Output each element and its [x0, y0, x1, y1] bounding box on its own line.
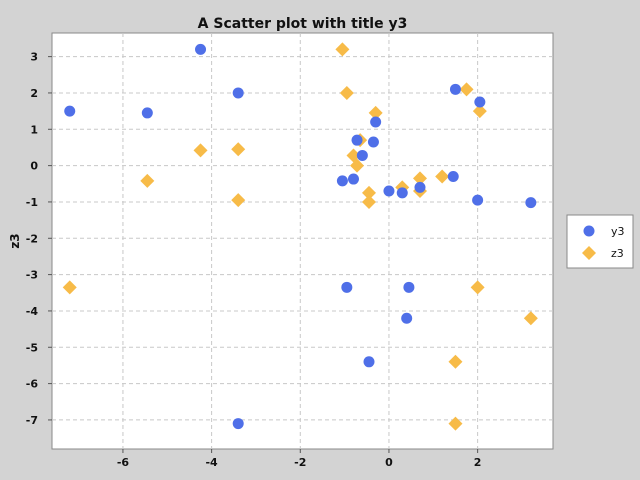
y-tick-label: -6 [26, 378, 39, 391]
y-tick-label: -5 [26, 341, 38, 354]
y-tick-label: -3 [26, 269, 38, 282]
data-point-diamond [193, 143, 208, 158]
data-point-diamond [231, 142, 246, 157]
data-point-circle [401, 312, 413, 324]
data-point-diamond [362, 194, 377, 209]
data-point-circle [347, 173, 359, 185]
data-point-diamond [435, 169, 450, 184]
data-point-diamond [62, 280, 77, 295]
data-point-circle [356, 149, 368, 161]
data-point-diamond [470, 280, 485, 295]
data-point-circle [403, 281, 415, 293]
data-point-circle [232, 87, 244, 99]
data-point-diamond [472, 104, 487, 119]
plot-area [51, 32, 554, 450]
y-tick-label: -1 [26, 196, 38, 209]
x-tick-label: 0 [385, 456, 393, 469]
x-tick-label: -4 [205, 456, 218, 469]
y-tick-label: -7 [26, 414, 38, 427]
legend-marker-circle [583, 225, 595, 237]
legend: y3 z3 [566, 214, 634, 269]
y-tick-label: -2 [26, 232, 38, 245]
data-point-diamond [140, 173, 155, 188]
x-tick-label: -2 [294, 456, 306, 469]
y-tick-label: 1 [30, 123, 38, 136]
data-point-circle [336, 175, 348, 187]
data-point-circle [370, 116, 382, 128]
legend-label: z3 [611, 247, 624, 260]
data-point-circle [363, 356, 375, 368]
data-point-diamond [350, 158, 365, 173]
data-point-circle [525, 197, 537, 209]
data-point-circle [367, 136, 379, 148]
data-point-circle [64, 105, 76, 117]
data-point-circle [351, 134, 363, 146]
data-point-circle [414, 181, 426, 193]
data-point-diamond [335, 42, 350, 57]
data-point-circle [447, 171, 459, 183]
y-tick-label: 0 [30, 160, 38, 173]
data-point-diamond [231, 193, 246, 208]
y-axis-title: z3 [8, 233, 22, 248]
x-tick-label: 2 [474, 456, 482, 469]
data-point-circle [341, 281, 353, 293]
data-point-circle [474, 96, 486, 108]
chart-title: A Scatter plot with title y3 [198, 16, 408, 32]
data-point-circle [472, 194, 484, 206]
data-point-circle [383, 185, 395, 197]
data-point-circle [195, 43, 207, 55]
legend-marker-diamond [582, 246, 596, 260]
data-point-circle [232, 418, 244, 430]
data-point-diamond [523, 311, 538, 326]
data-point-diamond [412, 171, 427, 186]
y-tick-label: 3 [30, 51, 38, 64]
data-point-diamond [448, 354, 463, 369]
legend-label: y3 [611, 225, 625, 238]
data-point-circle [449, 83, 461, 95]
y-tick-label: 2 [30, 87, 38, 100]
data-point-diamond [448, 416, 463, 431]
legend-box [566, 214, 634, 269]
data-point-circle [396, 187, 408, 199]
data-point-diamond [368, 105, 383, 120]
data-point-diamond [339, 85, 354, 100]
data-point-circle [141, 107, 153, 119]
data-point-diamond [459, 82, 474, 97]
x-tick-label: -6 [117, 456, 130, 469]
y-tick-label: -4 [26, 305, 39, 318]
data-point-diamond [362, 185, 377, 200]
